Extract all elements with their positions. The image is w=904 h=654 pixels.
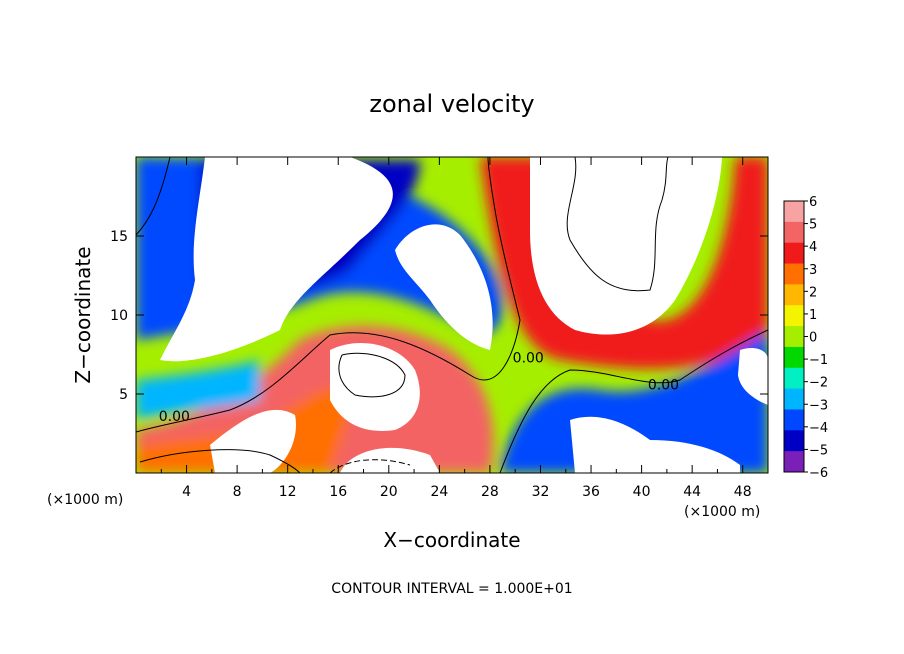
x-tick-label: 48 xyxy=(734,484,752,500)
colorbar-label: −2 xyxy=(809,376,828,391)
colorbar-label: 3 xyxy=(809,263,817,278)
colorbar-swatch xyxy=(784,305,804,327)
x-axis-ticks: 4 8 12 16 20 24 28 32 36 40 44 48 xyxy=(160,157,752,500)
x-tick-label: 24 xyxy=(430,484,448,500)
x-tick-label: 4 xyxy=(182,484,191,500)
colorbar-label: 2 xyxy=(809,285,817,300)
colorbar-label: −1 xyxy=(809,353,828,368)
contour-interval-note: CONTOUR INTERVAL = 1.000E+01 xyxy=(331,581,572,597)
colorbar-swatch xyxy=(784,201,804,223)
contour-label: 0.00 xyxy=(648,377,679,393)
y-axis-label: Z−coordinate xyxy=(71,246,95,383)
y-tick-label: 10 xyxy=(110,308,128,324)
colorbar-swatch xyxy=(784,430,804,452)
colorbar-label: −3 xyxy=(809,398,828,413)
colorbar-label: −4 xyxy=(809,421,828,436)
white-region-right-edge xyxy=(738,348,768,405)
negative-lower-right xyxy=(500,330,768,473)
x-axis-label: X−coordinate xyxy=(383,528,520,552)
x-tick-label: 8 xyxy=(233,484,242,500)
colorbar-swatch xyxy=(784,346,804,369)
y-tick-label: 5 xyxy=(119,387,128,403)
colorbar-swatch xyxy=(784,388,804,410)
colorbar-swatch xyxy=(784,326,804,348)
y-tick-label: 15 xyxy=(110,229,128,245)
colorbar-label: 5 xyxy=(809,218,817,233)
colorbar-label: −6 xyxy=(809,466,828,481)
orange-lower xyxy=(136,384,360,473)
velocity-field: 0.00 0.00 0.00 xyxy=(136,157,768,473)
white-region-bottom-right xyxy=(570,416,740,473)
colorbar-label: −5 xyxy=(809,443,828,458)
colorbar-swatch xyxy=(784,263,804,285)
x-unit-right: (×1000 m) xyxy=(684,504,760,520)
x-tick-label: 40 xyxy=(633,484,651,500)
white-region-bottom-center xyxy=(340,447,440,473)
x-tick-label: 28 xyxy=(481,484,499,500)
white-region-upper-left xyxy=(160,157,393,362)
colorbar: 6 5 4 3 2 1 0 −1 −2 −3 −4 −5 −6 xyxy=(783,195,828,481)
colorbar-swatch xyxy=(784,451,804,473)
x-unit-left: (×1000 m) xyxy=(47,492,123,508)
contour-label-layer: 0.00 0.00 0.00 xyxy=(159,350,679,424)
y-axis-ticks: 5 10 15 xyxy=(110,229,768,403)
contour-label: 0.00 xyxy=(159,409,190,425)
colorbar-label: 0 xyxy=(809,331,817,346)
colorbar-swatch xyxy=(784,409,804,431)
contour-lines xyxy=(136,157,768,473)
colorbar-swatch xyxy=(784,367,804,390)
colorbar-swatch xyxy=(784,221,804,244)
colorbar-swatch xyxy=(784,284,804,306)
x-tick-label: 44 xyxy=(683,484,701,500)
white-region-upper-middle xyxy=(395,224,493,350)
white-region-upper-right xyxy=(530,157,722,335)
colorbar-label: 6 xyxy=(809,195,817,210)
x-tick-label: 16 xyxy=(329,484,347,500)
colorbar-label: 4 xyxy=(809,240,817,255)
x-tick-label: 32 xyxy=(532,484,550,500)
x-tick-label: 36 xyxy=(582,484,600,500)
chart-title: zonal velocity xyxy=(369,90,534,118)
contour-label: 0.00 xyxy=(513,350,544,366)
x-tick-label: 12 xyxy=(279,484,297,500)
colorbar-swatch xyxy=(784,242,804,265)
colorbar-label: 1 xyxy=(809,308,817,323)
x-tick-label: 20 xyxy=(380,484,398,500)
cyan-left-strip xyxy=(136,360,260,420)
